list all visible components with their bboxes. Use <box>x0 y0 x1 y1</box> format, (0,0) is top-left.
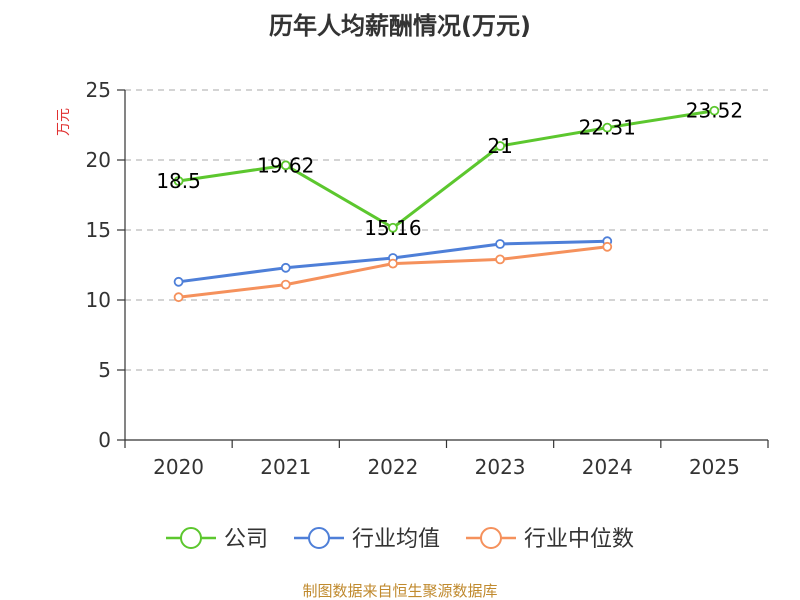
data-label: 19.62 <box>257 153 314 177</box>
y-tick-label: 5 <box>98 358 111 382</box>
data-point <box>280 160 291 171</box>
x-tick-label: 2022 <box>367 455 418 479</box>
data-labels: 18.5 19.62 15.16 21 22.31 23.52 <box>156 99 743 240</box>
x-tick-label: 2025 <box>689 455 740 479</box>
legend-label: 公司 <box>224 527 268 552</box>
chart-title: 历年人均薪酬情况(万元) <box>269 12 531 40</box>
series-lines <box>173 105 720 303</box>
data-point <box>602 122 613 133</box>
data-point <box>280 279 291 290</box>
data-point <box>388 222 398 233</box>
data-label: 23.52 <box>686 99 743 123</box>
data-point <box>173 292 184 303</box>
data-point <box>602 241 613 252</box>
y-tick-label: 25 <box>86 78 111 102</box>
legend-item[interactable]: 行业中位数 <box>466 527 634 552</box>
data-point <box>173 276 184 287</box>
y-tick-label: 0 <box>98 428 111 452</box>
x-tick-label: 2021 <box>260 455 311 479</box>
y-tick-label: 15 <box>86 218 111 242</box>
y-axis-label: 万元 <box>56 108 72 136</box>
legend-marker <box>308 527 330 549</box>
legend-item[interactable]: 行业均值 <box>294 527 440 552</box>
x-tick-label: 2024 <box>582 455 633 479</box>
grid-lines <box>125 89 768 371</box>
data-point <box>495 141 505 151</box>
data-point <box>709 105 720 116</box>
data-point <box>495 239 505 249</box>
data-point <box>173 176 184 186</box>
y-tick-label: 10 <box>86 288 111 312</box>
legend-label: 行业中位数 <box>524 527 634 552</box>
legend-label: 行业均值 <box>352 527 440 552</box>
legend[interactable]: 公司 行业均值 行业中位数 <box>166 527 634 552</box>
legend-item[interactable]: 公司 <box>166 527 268 552</box>
legend-marker <box>480 527 502 549</box>
data-label: 22.31 <box>579 116 636 140</box>
data-label: 15.16 <box>364 216 421 240</box>
source-note: 制图数据来自恒生聚源数据库 <box>302 582 497 600</box>
data-point <box>280 262 291 273</box>
data-label: 21 <box>487 134 512 158</box>
series-line-0 <box>178 109 715 230</box>
y-tick-label: 20 <box>86 148 111 172</box>
x-tick-label: 2023 <box>475 455 526 479</box>
data-point <box>388 258 398 269</box>
data-label: 18.5 <box>156 169 201 193</box>
legend-marker <box>180 527 202 549</box>
data-point <box>495 254 505 265</box>
x-tick-label: 2020 <box>153 455 204 479</box>
